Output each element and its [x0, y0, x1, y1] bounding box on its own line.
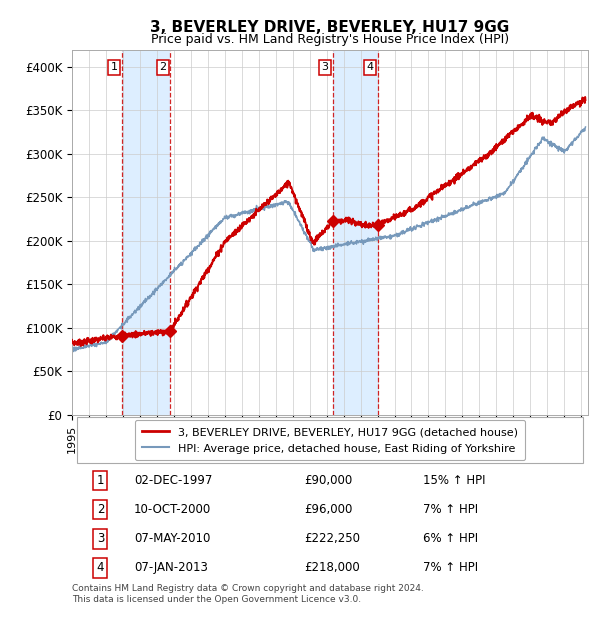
- Bar: [122, 50, 170, 415]
- Bar: [332, 50, 378, 415]
- FancyBboxPatch shape: [77, 417, 583, 463]
- Text: £96,000: £96,000: [304, 503, 353, 516]
- Text: 2: 2: [97, 503, 104, 516]
- Text: 6% ↑ HPI: 6% ↑ HPI: [423, 533, 478, 545]
- Text: 4: 4: [97, 562, 104, 575]
- Text: 2: 2: [159, 62, 166, 72]
- Text: This data is licensed under the Open Government Licence v3.0.: This data is licensed under the Open Gov…: [72, 595, 361, 603]
- Text: 4: 4: [367, 62, 374, 72]
- Text: 3: 3: [322, 62, 328, 72]
- Text: 02-DEC-1997: 02-DEC-1997: [134, 474, 212, 487]
- Text: 15% ↑ HPI: 15% ↑ HPI: [423, 474, 485, 487]
- Text: £218,000: £218,000: [304, 562, 360, 575]
- Text: 3, BEVERLEY DRIVE, BEVERLEY, HU17 9GG: 3, BEVERLEY DRIVE, BEVERLEY, HU17 9GG: [151, 20, 509, 35]
- Text: Price paid vs. HM Land Registry's House Price Index (HPI): Price paid vs. HM Land Registry's House …: [151, 33, 509, 46]
- Text: 07-MAY-2010: 07-MAY-2010: [134, 533, 210, 545]
- Text: 7% ↑ HPI: 7% ↑ HPI: [423, 562, 478, 575]
- Text: 3: 3: [97, 533, 104, 545]
- Text: 07-JAN-2013: 07-JAN-2013: [134, 562, 208, 575]
- Text: Contains HM Land Registry data © Crown copyright and database right 2024.: Contains HM Land Registry data © Crown c…: [72, 583, 424, 593]
- Text: 7% ↑ HPI: 7% ↑ HPI: [423, 503, 478, 516]
- Text: 1: 1: [97, 474, 104, 487]
- Text: £222,250: £222,250: [304, 533, 360, 545]
- Text: £90,000: £90,000: [304, 474, 352, 487]
- Text: 10-OCT-2000: 10-OCT-2000: [134, 503, 211, 516]
- Legend: 3, BEVERLEY DRIVE, BEVERLEY, HU17 9GG (detached house), HPI: Average price, deta: 3, BEVERLEY DRIVE, BEVERLEY, HU17 9GG (d…: [135, 420, 525, 461]
- Text: 1: 1: [110, 62, 118, 72]
